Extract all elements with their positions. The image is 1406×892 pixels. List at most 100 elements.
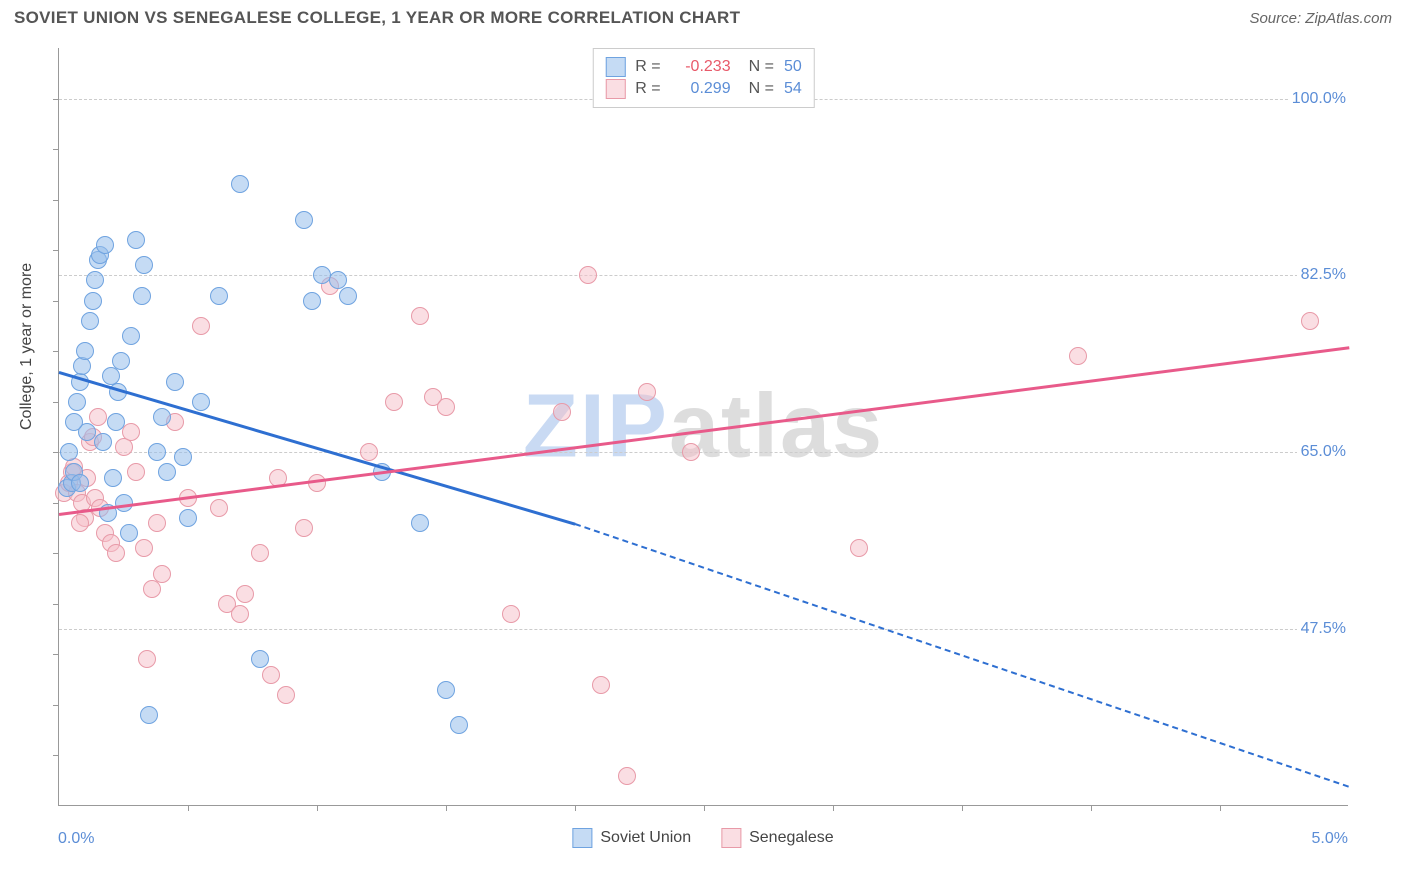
n-label: N = [749, 58, 774, 76]
n-value: 50 [784, 58, 802, 76]
scatter-point-soviet [140, 706, 158, 724]
y-tick [53, 654, 59, 655]
scatter-point-senegalese [71, 514, 89, 532]
y-grid-label: 47.5% [1297, 620, 1350, 638]
scatter-point-soviet [76, 342, 94, 360]
x-tick [1220, 805, 1221, 811]
x-tick [833, 805, 834, 811]
scatter-point-soviet [251, 650, 269, 668]
scatter-point-soviet [153, 408, 171, 426]
scatter-point-senegalese [553, 403, 571, 421]
scatter-point-senegalese [411, 307, 429, 325]
scatter-point-senegalese [148, 514, 166, 532]
scatter-point-soviet [96, 236, 114, 254]
y-tick [53, 604, 59, 605]
scatter-point-soviet [104, 469, 122, 487]
scatter-point-soviet [339, 287, 357, 305]
scatter-point-senegalese [236, 585, 254, 603]
scatter-point-soviet [437, 681, 455, 699]
x-tick [575, 805, 576, 811]
n-label: N = [749, 80, 774, 98]
y-grid-label: 82.5% [1297, 266, 1350, 284]
gridline [59, 629, 1348, 630]
y-tick [53, 705, 59, 706]
x-tick [1091, 805, 1092, 811]
watermark: ZIPatlas [523, 375, 884, 478]
scatter-point-soviet [231, 175, 249, 193]
x-tick [446, 805, 447, 811]
y-tick [53, 503, 59, 504]
y-tick [53, 402, 59, 403]
scatter-point-soviet [60, 443, 78, 461]
scatter-point-senegalese [262, 666, 280, 684]
legend-swatch [605, 57, 625, 77]
scatter-point-soviet [148, 443, 166, 461]
series-legend-label: Senegalese [749, 829, 834, 847]
series-legend: Soviet Union Senegalese [572, 828, 833, 848]
scatter-point-soviet [179, 509, 197, 527]
scatter-point-soviet [450, 716, 468, 734]
scatter-point-senegalese [107, 544, 125, 562]
y-tick [53, 250, 59, 251]
trendline-senegalese [59, 346, 1349, 515]
scatter-point-soviet [303, 292, 321, 310]
x-tick [317, 805, 318, 811]
x-tick [704, 805, 705, 811]
scatter-point-senegalese [592, 676, 610, 694]
x-axis-min-label: 0.0% [58, 830, 94, 848]
scatter-point-senegalese [143, 580, 161, 598]
y-tick [53, 755, 59, 756]
scatter-point-senegalese [192, 317, 210, 335]
scatter-point-soviet [192, 393, 210, 411]
scatter-point-soviet [94, 433, 112, 451]
scatter-point-soviet [158, 463, 176, 481]
scatter-point-senegalese [638, 383, 656, 401]
x-tick [962, 805, 963, 811]
scatter-point-soviet [84, 292, 102, 310]
y-tick [53, 99, 59, 100]
scatter-point-senegalese [1069, 347, 1087, 365]
y-tick [53, 452, 59, 453]
scatter-point-soviet [122, 327, 140, 345]
stats-legend-row: R = 0.299 N = 54 [605, 79, 801, 99]
scatter-point-soviet [127, 231, 145, 249]
scatter-point-soviet [166, 373, 184, 391]
scatter-point-senegalese [251, 544, 269, 562]
scatter-point-soviet [411, 514, 429, 532]
series-legend-label: Soviet Union [600, 829, 691, 847]
scatter-point-senegalese [231, 605, 249, 623]
scatter-point-soviet [71, 474, 89, 492]
scatter-point-soviet [174, 448, 192, 466]
scatter-point-soviet [133, 287, 151, 305]
scatter-point-soviet [210, 287, 228, 305]
gridline [59, 452, 1348, 453]
chart-title: SOVIET UNION VS SENEGALESE COLLEGE, 1 YE… [14, 8, 740, 28]
scatter-point-soviet [81, 312, 99, 330]
scatter-point-senegalese [122, 423, 140, 441]
scatter-point-senegalese [385, 393, 403, 411]
scatter-point-senegalese [579, 266, 597, 284]
scatter-point-soviet [86, 271, 104, 289]
y-tick [53, 301, 59, 302]
scatter-point-senegalese [437, 398, 455, 416]
scatter-point-senegalese [502, 605, 520, 623]
scatter-point-soviet [112, 352, 130, 370]
scatter-point-senegalese [682, 443, 700, 461]
r-label: R = [635, 80, 660, 98]
scatter-point-soviet [120, 524, 138, 542]
y-axis-title: College, 1 year or more [18, 263, 36, 430]
scatter-point-senegalese [138, 650, 156, 668]
n-value: 54 [784, 80, 802, 98]
series-legend-item: Senegalese [721, 828, 834, 848]
scatter-point-senegalese [210, 499, 228, 517]
scatter-point-soviet [107, 413, 125, 431]
x-axis-max-label: 5.0% [1312, 830, 1348, 848]
y-grid-label: 65.0% [1297, 443, 1350, 461]
r-label: R = [635, 58, 660, 76]
scatter-point-senegalese [277, 686, 295, 704]
legend-swatch [721, 828, 741, 848]
r-value: 0.299 [671, 80, 731, 98]
stats-legend-row: R =-0.233N =50 [605, 57, 801, 77]
scatter-point-soviet [295, 211, 313, 229]
scatter-point-soviet [68, 393, 86, 411]
